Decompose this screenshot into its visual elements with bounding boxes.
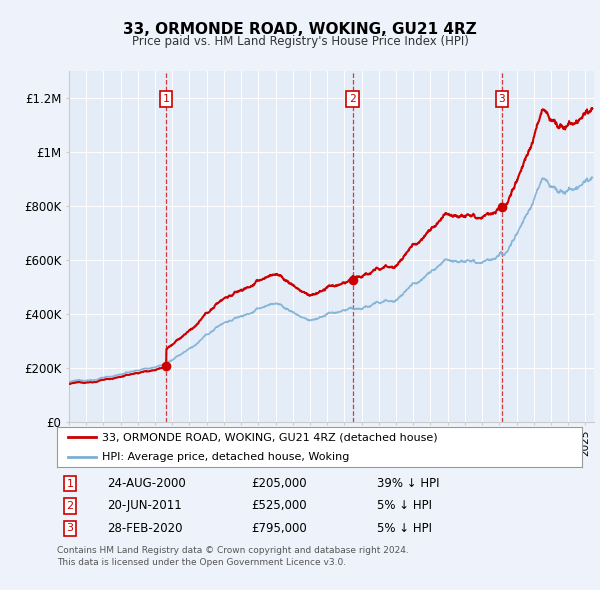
Text: 2: 2 — [67, 501, 74, 511]
Text: £525,000: £525,000 — [251, 499, 307, 513]
Text: 3: 3 — [499, 94, 505, 104]
Text: 3: 3 — [67, 523, 74, 533]
Text: 24-AUG-2000: 24-AUG-2000 — [107, 477, 185, 490]
Text: 5% ↓ HPI: 5% ↓ HPI — [377, 499, 432, 513]
Text: 5% ↓ HPI: 5% ↓ HPI — [377, 522, 432, 535]
Text: Contains HM Land Registry data © Crown copyright and database right 2024.
This d: Contains HM Land Registry data © Crown c… — [57, 546, 409, 566]
Text: £205,000: £205,000 — [251, 477, 307, 490]
Text: 28-FEB-2020: 28-FEB-2020 — [107, 522, 182, 535]
Text: 20-JUN-2011: 20-JUN-2011 — [107, 499, 182, 513]
Text: £795,000: £795,000 — [251, 522, 307, 535]
Text: 2: 2 — [349, 94, 356, 104]
Text: 33, ORMONDE ROAD, WOKING, GU21 4RZ (detached house): 33, ORMONDE ROAD, WOKING, GU21 4RZ (deta… — [101, 432, 437, 442]
Text: Price paid vs. HM Land Registry's House Price Index (HPI): Price paid vs. HM Land Registry's House … — [131, 35, 469, 48]
Text: 1: 1 — [163, 94, 170, 104]
Text: 39% ↓ HPI: 39% ↓ HPI — [377, 477, 440, 490]
Text: 33, ORMONDE ROAD, WOKING, GU21 4RZ: 33, ORMONDE ROAD, WOKING, GU21 4RZ — [123, 22, 477, 37]
Text: 1: 1 — [67, 478, 74, 489]
Text: HPI: Average price, detached house, Woking: HPI: Average price, detached house, Woki… — [101, 453, 349, 462]
